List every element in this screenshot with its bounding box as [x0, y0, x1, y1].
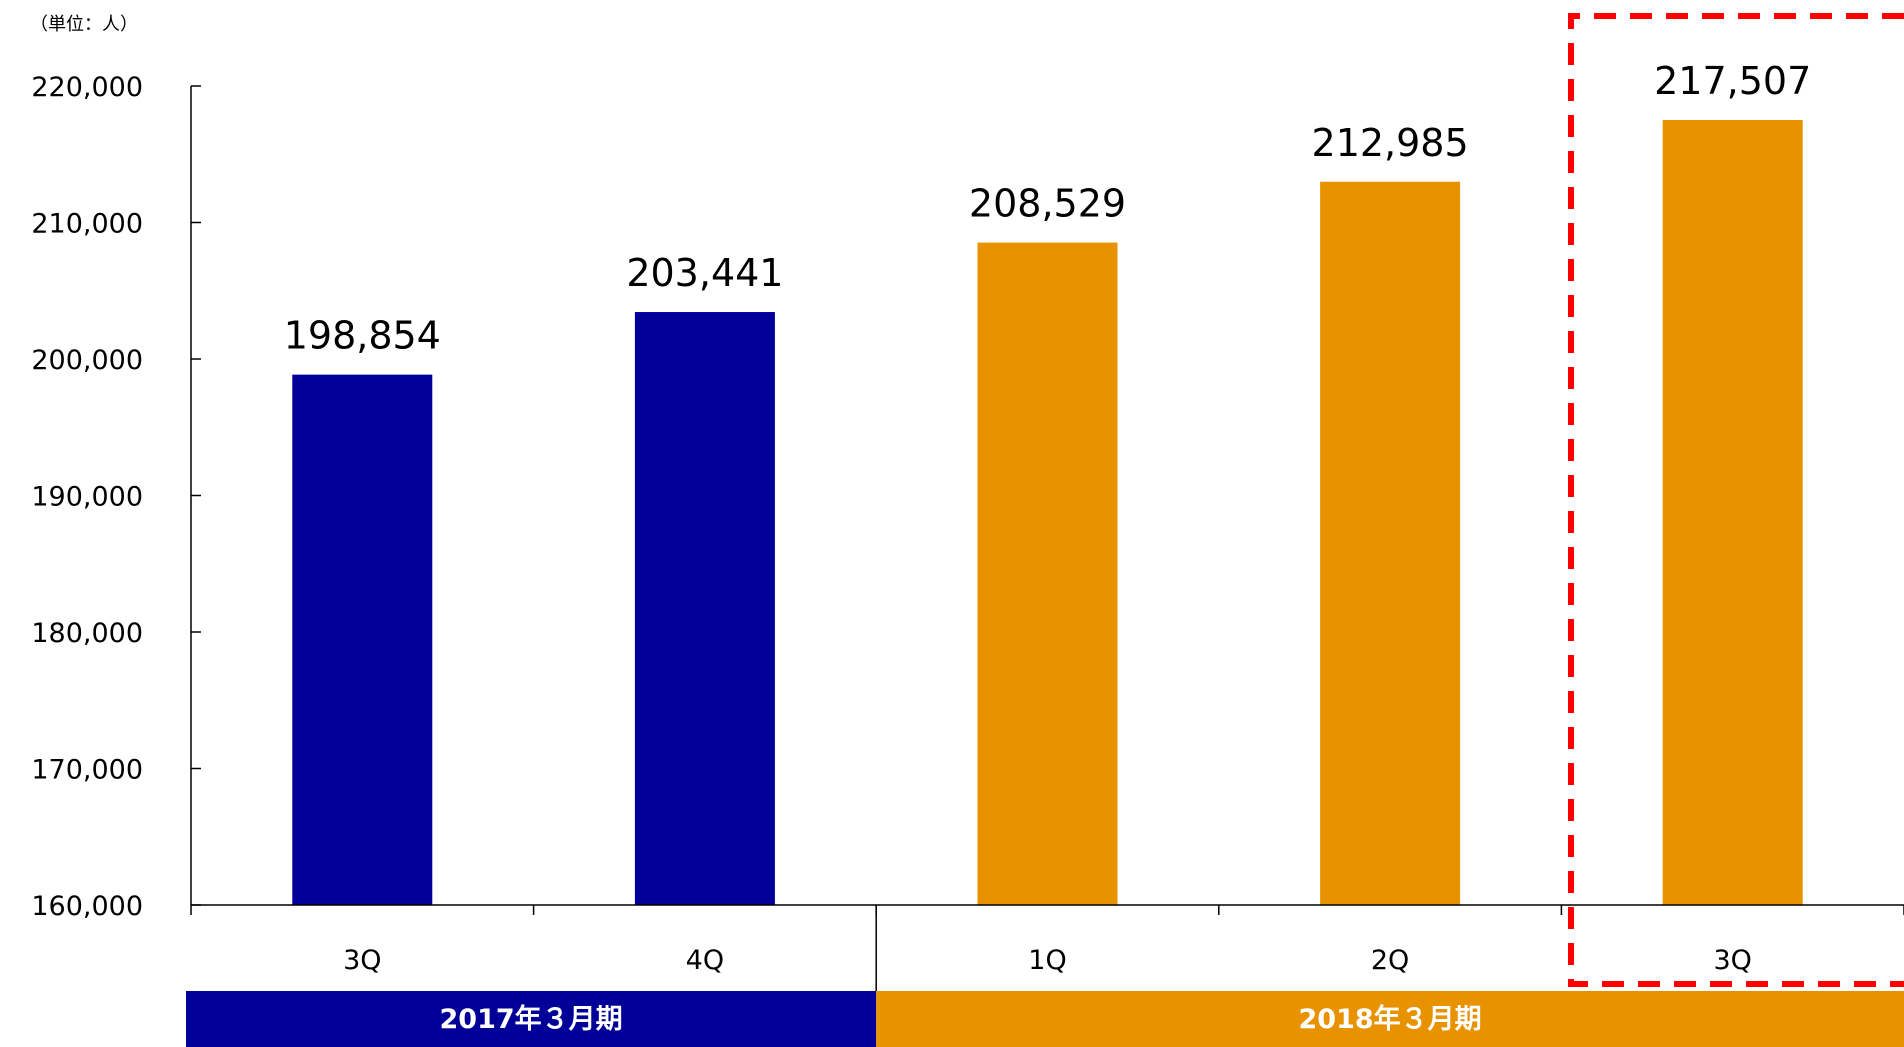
bars	[292, 120, 1803, 906]
y-tick-label: 210,000	[31, 209, 143, 240]
y-tick-label: 170,000	[31, 755, 143, 786]
bar-value-label: 203,441	[626, 251, 783, 295]
x-tick-label: 1Q	[1028, 945, 1066, 976]
group-bands: 2017年３月期 2018年３月期	[186, 991, 1904, 1047]
y-tick-label: 200,000	[31, 345, 143, 376]
group-band	[876, 991, 1904, 1047]
y-tick-label: 220,000	[31, 72, 143, 103]
y-tick-label: 180,000	[31, 618, 143, 649]
group-label: 2018年３月期	[1299, 1003, 1482, 1035]
bar	[1320, 181, 1461, 905]
y-axis: 160,000 170,000 180,000 190,000 200,000 210,0…	[31, 72, 201, 922]
group-band	[186, 991, 877, 1047]
group-label: 2017年３月期	[440, 1003, 623, 1035]
x-tick-label: 3Q	[1713, 945, 1751, 976]
bar-value-label: 217,507	[1654, 59, 1811, 103]
value-labels: 198,854 203,441 208,529 212,985 217,507	[284, 59, 1812, 358]
x-tick-label: 2Q	[1371, 945, 1409, 976]
bar-value-label: 198,854	[284, 314, 441, 358]
x-tick-label: 4Q	[686, 945, 724, 976]
x-tick-label: 3Q	[343, 945, 381, 976]
bar	[292, 374, 433, 905]
y-tick-label: 190,000	[31, 482, 143, 513]
y-tick-label: 160,000	[31, 891, 143, 922]
bar	[1662, 120, 1803, 906]
x-axis: 3Q 4Q 1Q 2Q 3Q	[190, 904, 1904, 991]
bar	[977, 242, 1118, 905]
bar	[634, 312, 775, 905]
bar-value-label: 208,529	[969, 182, 1126, 226]
bar-value-label: 212,985	[1312, 121, 1469, 165]
unit-label: （単位：人）	[30, 14, 138, 35]
